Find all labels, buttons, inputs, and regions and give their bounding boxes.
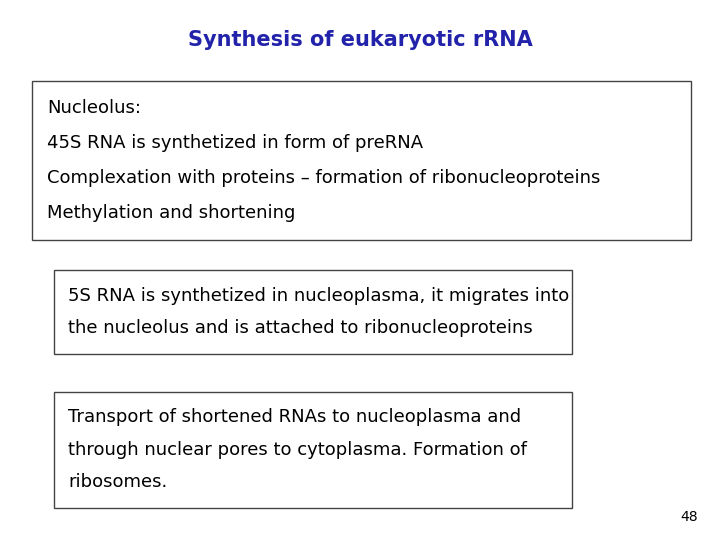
Text: Nucleolus:: Nucleolus: [47,99,141,117]
Text: through nuclear pores to cytoplasma. Formation of: through nuclear pores to cytoplasma. For… [68,441,527,458]
Text: Synthesis of eukaryotic rRNA: Synthesis of eukaryotic rRNA [188,30,532,50]
FancyBboxPatch shape [54,270,572,354]
Text: 45S RNA is synthetized in form of preRNA: 45S RNA is synthetized in form of preRNA [47,134,423,152]
Text: 48: 48 [681,510,698,524]
Text: the nucleolus and is attached to ribonucleoproteins: the nucleolus and is attached to ribonuc… [68,319,533,337]
Text: Methylation and shortening: Methylation and shortening [47,204,295,222]
FancyBboxPatch shape [32,81,691,240]
Text: Transport of shortened RNAs to nucleoplasma and: Transport of shortened RNAs to nucleopla… [68,408,521,427]
Text: 5S RNA is synthetized in nucleoplasma, it migrates into: 5S RNA is synthetized in nucleoplasma, i… [68,287,570,305]
Text: Complexation with proteins – formation of ribonucleoproteins: Complexation with proteins – formation o… [47,169,600,187]
FancyBboxPatch shape [54,392,572,508]
Text: ribosomes.: ribosomes. [68,473,168,491]
